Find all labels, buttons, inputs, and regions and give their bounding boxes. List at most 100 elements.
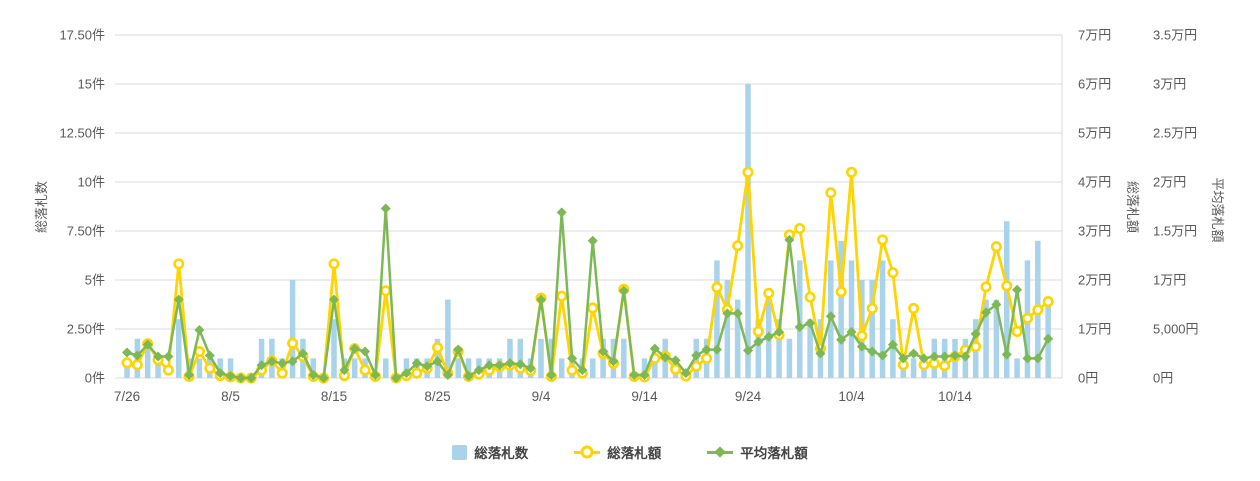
average-amount-point[interactable] [794, 322, 805, 333]
bar-total-count[interactable] [1004, 221, 1010, 378]
bar-total-count[interactable] [258, 338, 265, 378]
average-amount-point[interactable] [774, 326, 785, 337]
total-amount-point[interactable] [566, 364, 578, 376]
total-amount-point[interactable] [162, 364, 174, 376]
bar-total-count[interactable] [879, 260, 886, 378]
legend-item-total-amount[interactable]: 総落札額 [574, 442, 661, 462]
average-amount-point[interactable] [970, 328, 981, 339]
bar-total-count[interactable] [310, 358, 317, 378]
average-amount-point[interactable] [887, 339, 898, 350]
bar-total-count[interactable] [641, 358, 648, 378]
average-amount-point[interactable] [235, 373, 246, 383]
average-amount-point[interactable] [691, 350, 702, 361]
average-amount-point[interactable] [856, 341, 867, 352]
average-amount-point[interactable] [484, 360, 495, 371]
bar-total-count[interactable] [351, 358, 358, 378]
average-amount-point[interactable] [453, 344, 464, 355]
total-amount-point[interactable] [204, 362, 216, 374]
average-amount-point[interactable] [598, 346, 609, 357]
average-amount-point[interactable] [184, 370, 195, 381]
bar-total-count[interactable] [455, 358, 461, 378]
bar-total-count[interactable] [465, 358, 472, 378]
legend-item-average-amount[interactable]: 平均落札額 [707, 442, 808, 462]
average-amount-point[interactable] [784, 234, 795, 245]
total-amount-point[interactable] [1001, 280, 1013, 292]
average-amount-point[interactable] [722, 308, 733, 319]
average-amount-point[interactable] [608, 356, 619, 367]
total-amount-point[interactable] [121, 357, 133, 369]
average-amount-point[interactable] [825, 311, 836, 322]
bar-total-count[interactable] [196, 358, 203, 378]
average-amount-point[interactable] [567, 353, 578, 364]
total-amount-point[interactable] [1042, 296, 1054, 308]
average-amount-point[interactable] [908, 348, 919, 359]
average-amount-point[interactable] [1022, 353, 1033, 364]
bar-total-count[interactable] [755, 319, 762, 378]
total-amount-point[interactable] [856, 330, 868, 342]
total-amount-point[interactable] [431, 342, 443, 354]
total-amount-point[interactable] [763, 287, 775, 299]
bar-total-count[interactable] [745, 84, 751, 378]
average-amount-point[interactable] [173, 294, 184, 305]
average-amount-point[interactable] [256, 360, 267, 371]
average-amount-point[interactable] [411, 358, 422, 369]
average-amount-point[interactable] [194, 324, 205, 335]
total-amount-point[interactable] [173, 258, 185, 270]
average-amount-point[interactable] [515, 359, 526, 370]
total-amount-point[interactable] [732, 240, 744, 252]
average-amount-point[interactable] [215, 368, 226, 379]
average-amount-point[interactable] [422, 361, 433, 372]
average-amount-point[interactable] [753, 336, 764, 347]
total-amount-point[interactable] [1011, 325, 1023, 337]
total-amount-point[interactable] [411, 367, 423, 379]
total-amount-point[interactable] [804, 291, 816, 303]
average-amount-point[interactable] [805, 318, 816, 329]
average-amount-point[interactable] [370, 370, 381, 381]
average-amount-point[interactable] [277, 358, 288, 369]
average-amount-point[interactable] [991, 299, 1002, 310]
total-amount-point[interactable] [690, 360, 702, 372]
average-amount-point[interactable] [204, 350, 215, 361]
bar-total-count[interactable] [383, 358, 389, 378]
total-amount-point[interactable] [980, 281, 992, 293]
average-amount-point[interactable] [122, 347, 132, 358]
bar-total-count[interactable] [869, 280, 875, 378]
average-amount-point[interactable] [546, 370, 557, 381]
bar-total-count[interactable] [786, 338, 793, 378]
average-amount-point[interactable] [732, 308, 743, 319]
total-amount-point[interactable] [794, 223, 806, 235]
total-amount-point[interactable] [752, 325, 764, 337]
average-amount-point[interactable] [401, 368, 412, 379]
total-amount-point[interactable] [990, 241, 1002, 253]
average-amount-point[interactable] [360, 346, 371, 357]
bar-total-count[interactable] [993, 299, 1000, 378]
average-amount-point[interactable] [867, 346, 878, 357]
average-amount-point[interactable] [877, 350, 888, 361]
average-amount-point[interactable] [1001, 349, 1012, 360]
total-amount-point[interactable] [193, 346, 205, 358]
total-amount-point[interactable] [845, 166, 857, 178]
average-amount-point[interactable] [960, 351, 971, 362]
total-amount-point[interactable] [587, 302, 599, 314]
average-amount-point[interactable] [339, 365, 350, 376]
total-amount-point[interactable] [887, 267, 899, 279]
average-amount-point[interactable] [504, 358, 515, 369]
average-amount-point[interactable] [463, 371, 474, 382]
average-amount-point[interactable] [629, 370, 640, 381]
total-amount-point[interactable] [835, 286, 847, 298]
average-amount-point[interactable] [432, 356, 443, 367]
average-amount-point[interactable] [815, 348, 826, 359]
total-amount-point[interactable] [556, 290, 568, 302]
total-amount-point[interactable] [908, 302, 920, 314]
average-amount-point[interactable] [525, 363, 536, 374]
bar-total-count[interactable] [848, 260, 855, 378]
bar-total-count[interactable] [621, 338, 627, 378]
total-amount-point[interactable] [866, 302, 878, 314]
total-amount-point[interactable] [701, 352, 713, 364]
total-amount-point[interactable] [711, 281, 723, 293]
total-amount-point[interactable] [1021, 312, 1033, 324]
average-amount-point[interactable] [1043, 333, 1054, 344]
total-amount-point[interactable] [131, 359, 143, 371]
legend-item-total-count[interactable]: 総落札数 [452, 442, 528, 462]
bar-total-count[interactable] [983, 299, 989, 378]
